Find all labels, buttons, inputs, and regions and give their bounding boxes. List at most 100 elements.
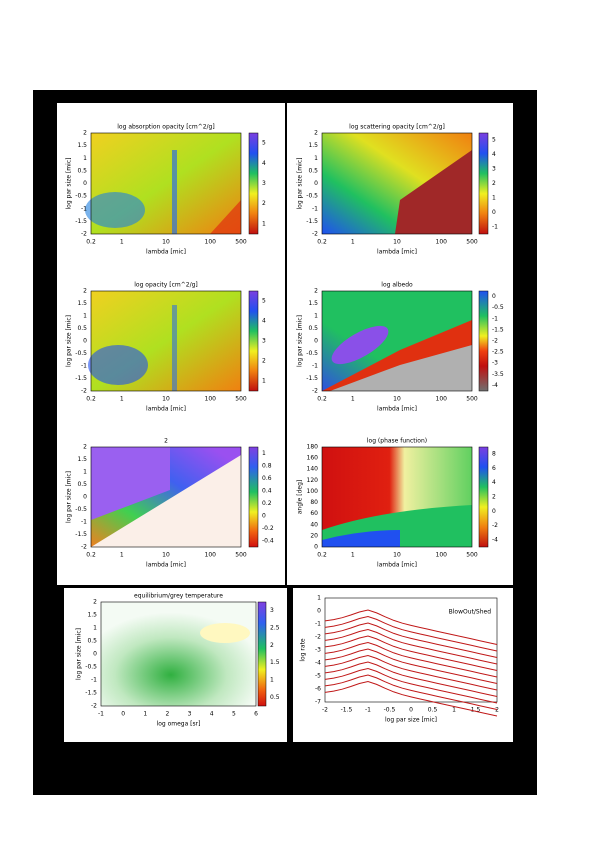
colorbar-tick-label: -1 bbox=[492, 223, 498, 230]
colorbar-tick-label: -4 bbox=[492, 536, 498, 543]
colorbar-tick-label: 4 bbox=[492, 151, 496, 158]
heatmap-blob bbox=[200, 623, 250, 643]
colorbar-tick-label: 3 bbox=[270, 607, 274, 614]
x-tick-label: 1 bbox=[351, 396, 355, 403]
heatmap-blob bbox=[91, 447, 170, 520]
y-tick-label: -2 bbox=[315, 634, 321, 641]
x-axis-label: lambda [mic] bbox=[377, 406, 417, 413]
curve bbox=[324, 615, 498, 652]
y-tick-label: -3 bbox=[315, 647, 321, 654]
colorbar bbox=[257, 601, 267, 707]
y-tick-label: 0 bbox=[93, 651, 97, 658]
colorbar-tick-label: -0.2 bbox=[262, 525, 274, 532]
colorbar-tick-label: 0.8 bbox=[262, 462, 272, 469]
heatmap-blob bbox=[331, 325, 389, 365]
x-tick-label: 6 bbox=[254, 711, 258, 718]
plot-title: 2 bbox=[164, 438, 168, 445]
y-axis-label: log rate bbox=[300, 638, 307, 662]
y-tick-label: -2 bbox=[81, 388, 87, 395]
colorbar-tick-label: 2 bbox=[492, 180, 496, 187]
y-tick-label: 2 bbox=[314, 288, 318, 295]
y-tick-label: -1.5 bbox=[306, 375, 318, 382]
heatmap-blob bbox=[395, 150, 472, 234]
y-axis-label: log par size [mic] bbox=[297, 158, 304, 210]
plot-frame bbox=[324, 597, 498, 703]
y-tick-label: 60 bbox=[310, 510, 318, 517]
curve bbox=[324, 622, 498, 658]
y-tick-label: -1 bbox=[312, 363, 318, 370]
x-tick-label: 500 bbox=[466, 239, 478, 246]
y-axis-label: log par size [mic] bbox=[66, 158, 73, 210]
x-tick-label: 10 bbox=[393, 552, 401, 559]
y-tick-label: -1.5 bbox=[306, 218, 318, 225]
colorbar-tick-label: 6 bbox=[492, 465, 496, 472]
y-tick-label: -0.5 bbox=[75, 350, 87, 357]
y-tick-label: 160 bbox=[307, 455, 319, 462]
colorbar-tick-label: 0.6 bbox=[262, 475, 272, 482]
colorbar-tick-label: 3 bbox=[262, 180, 266, 187]
heatmap-blob bbox=[172, 150, 177, 234]
y-tick-label: 1.5 bbox=[308, 300, 318, 307]
x-tick-label: 0 bbox=[121, 711, 125, 718]
curve bbox=[324, 648, 498, 684]
colorbar-tick-label: 2 bbox=[270, 642, 274, 649]
x-tick-label: 10 bbox=[393, 239, 401, 246]
x-tick-label: 10 bbox=[162, 552, 170, 559]
plot-title: log albedo bbox=[381, 282, 413, 289]
y-tick-label: -1 bbox=[81, 205, 87, 212]
y-tick-label: -0.5 bbox=[75, 506, 87, 513]
plot-frame bbox=[321, 446, 473, 548]
heatmap bbox=[101, 602, 256, 706]
colorbar-tick-label: 0 bbox=[492, 293, 496, 300]
y-tick-label: 2 bbox=[83, 130, 87, 137]
x-axis-label: lambda [mic] bbox=[146, 562, 186, 569]
x-axis-label: log omega [sr] bbox=[157, 721, 201, 728]
x-tick-label: 1 bbox=[351, 552, 355, 559]
colorbar-tick-label: 5 bbox=[492, 137, 496, 144]
y-tick-label: 0.5 bbox=[308, 167, 318, 174]
heatmap-blob bbox=[172, 305, 177, 391]
y-tick-label: 1.5 bbox=[77, 300, 87, 307]
plot-frame bbox=[100, 601, 257, 707]
colorbar bbox=[248, 132, 259, 235]
y-tick-label: -0.5 bbox=[306, 350, 318, 357]
y-tick-label: 0 bbox=[83, 338, 87, 345]
y-tick-label: 1 bbox=[83, 313, 87, 320]
y-tick-label: 0 bbox=[83, 180, 87, 187]
curve bbox=[324, 609, 498, 645]
curve bbox=[324, 667, 498, 704]
heatmap-blob bbox=[322, 530, 400, 547]
y-tick-label: -5 bbox=[315, 673, 321, 680]
y-tick-label: 0 bbox=[317, 608, 321, 615]
plot-title: log absorption opacity [cm^2/g] bbox=[117, 124, 214, 131]
x-tick-label: 1 bbox=[120, 396, 124, 403]
colorbar-tick-label: 4 bbox=[262, 318, 266, 325]
x-tick-label: 500 bbox=[235, 552, 247, 559]
y-tick-label: 1 bbox=[83, 469, 87, 476]
x-tick-label: -1 bbox=[98, 711, 104, 718]
plot-title: equilibrium/grey temperature bbox=[134, 593, 223, 600]
y-tick-label: -1.5 bbox=[75, 375, 87, 382]
x-tick-label: 0.2 bbox=[317, 396, 327, 403]
x-tick-label: 0 bbox=[409, 707, 413, 714]
x-tick-label: 100 bbox=[436, 239, 448, 246]
y-tick-label: 0.5 bbox=[308, 325, 318, 332]
y-tick-label: 0.5 bbox=[77, 167, 87, 174]
colorbar-tick-label: -2 bbox=[492, 522, 498, 529]
y-tick-label: 120 bbox=[307, 477, 319, 484]
colorbar-tick-label: 1 bbox=[492, 194, 496, 201]
y-tick-label: 20 bbox=[310, 532, 318, 539]
colorbar-tick-label: 4 bbox=[492, 479, 496, 486]
x-tick-label: 2 bbox=[495, 707, 499, 714]
colorbar bbox=[248, 446, 259, 548]
y-tick-label: 1.5 bbox=[77, 456, 87, 463]
y-tick-label: 1.5 bbox=[308, 142, 318, 149]
x-tick-label: 100 bbox=[436, 552, 448, 559]
heatmap-blob bbox=[85, 192, 145, 228]
x-tick-label: -2 bbox=[322, 707, 328, 714]
colorbar bbox=[478, 290, 489, 392]
colorbar-tick-label: 0 bbox=[492, 209, 496, 216]
plot-title: log scattering opacity [cm^2/g] bbox=[349, 124, 445, 131]
y-axis-label: log par size [mic] bbox=[66, 471, 73, 523]
